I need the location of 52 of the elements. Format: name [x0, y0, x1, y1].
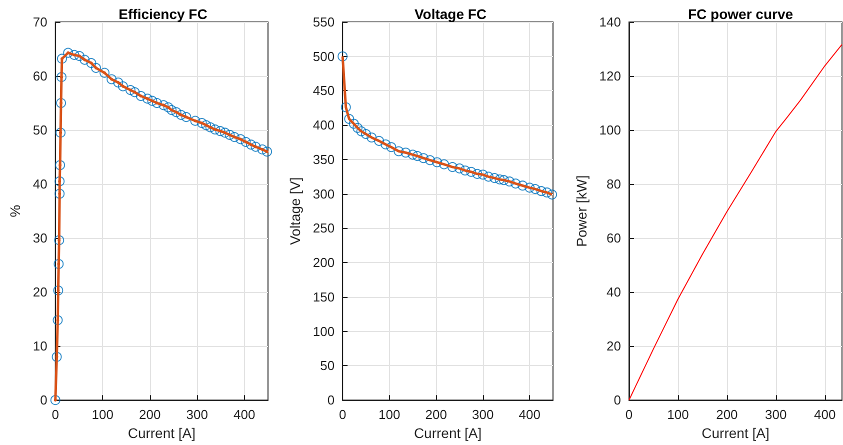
- x-tick-label: 0: [338, 407, 346, 422]
- x-axis-title: Current [A]: [414, 425, 482, 441]
- y-tick-label: 0: [327, 392, 335, 408]
- y-tick-label: 50: [32, 122, 48, 138]
- chart-title: Efficiency FC: [118, 6, 208, 22]
- y-tick-label: 450: [312, 83, 335, 98]
- y-tick-label: 10: [32, 338, 48, 354]
- y-tick-label: 40: [32, 176, 48, 192]
- x-axis-title: Current [A]: [128, 425, 196, 441]
- y-tick-label: 200: [312, 255, 335, 270]
- y-tick-label: 0: [614, 392, 621, 408]
- y-tick-label: 70: [32, 14, 48, 30]
- y-tick-label: 60: [32, 68, 48, 84]
- y-tick-label: 40: [606, 284, 621, 300]
- y-tick-label: 350: [312, 152, 335, 167]
- x-tick-label: 400: [234, 407, 256, 422]
- x-tick-label: 0: [625, 407, 633, 422]
- y-tick-label: 140: [599, 14, 621, 30]
- y-tick-label: 30: [32, 230, 48, 246]
- chart-title: Voltage FC: [414, 6, 487, 22]
- x-tick-label: 200: [425, 407, 447, 422]
- y-tick-label: 120: [599, 68, 621, 84]
- y-tick-label: 80: [606, 176, 621, 192]
- y-tick-label: 150: [312, 289, 335, 304]
- y-tick-label: 60: [606, 230, 621, 246]
- y-tick-label: 300: [312, 186, 335, 202]
- x-tick-label: 200: [139, 407, 161, 422]
- x-tick-label: 100: [667, 407, 689, 422]
- y-axis-title: Voltage [V]: [287, 177, 303, 245]
- x-tick-label: 200: [716, 407, 738, 422]
- y-tick-label: 400: [312, 118, 335, 133]
- x-tick-label: 0: [52, 407, 59, 422]
- y-tick-label: 250: [312, 220, 335, 236]
- y-tick-label: 550: [312, 14, 335, 30]
- x-tick-label: 300: [765, 407, 787, 422]
- y-tick-label: 50: [320, 358, 335, 374]
- y-tick-label: 100: [312, 324, 335, 339]
- x-tick-label: 400: [518, 407, 540, 422]
- y-tick-label: 500: [312, 48, 335, 64]
- y-tick-label: 20: [606, 338, 621, 354]
- x-tick-label: 400: [814, 407, 836, 422]
- chart-title: FC power curve: [688, 6, 794, 22]
- y-tick-label: 0: [40, 392, 48, 408]
- y-axis-title: %: [7, 204, 23, 218]
- x-tick-label: 300: [472, 407, 494, 422]
- x-axis-title: Current [A]: [702, 425, 770, 441]
- y-tick-label: 100: [599, 122, 621, 138]
- x-tick-label: 300: [186, 407, 208, 422]
- x-tick-label: 100: [378, 407, 400, 422]
- y-tick-label: 20: [32, 284, 48, 300]
- x-tick-label: 100: [92, 407, 114, 422]
- y-axis-title: Power [kW]: [573, 175, 590, 247]
